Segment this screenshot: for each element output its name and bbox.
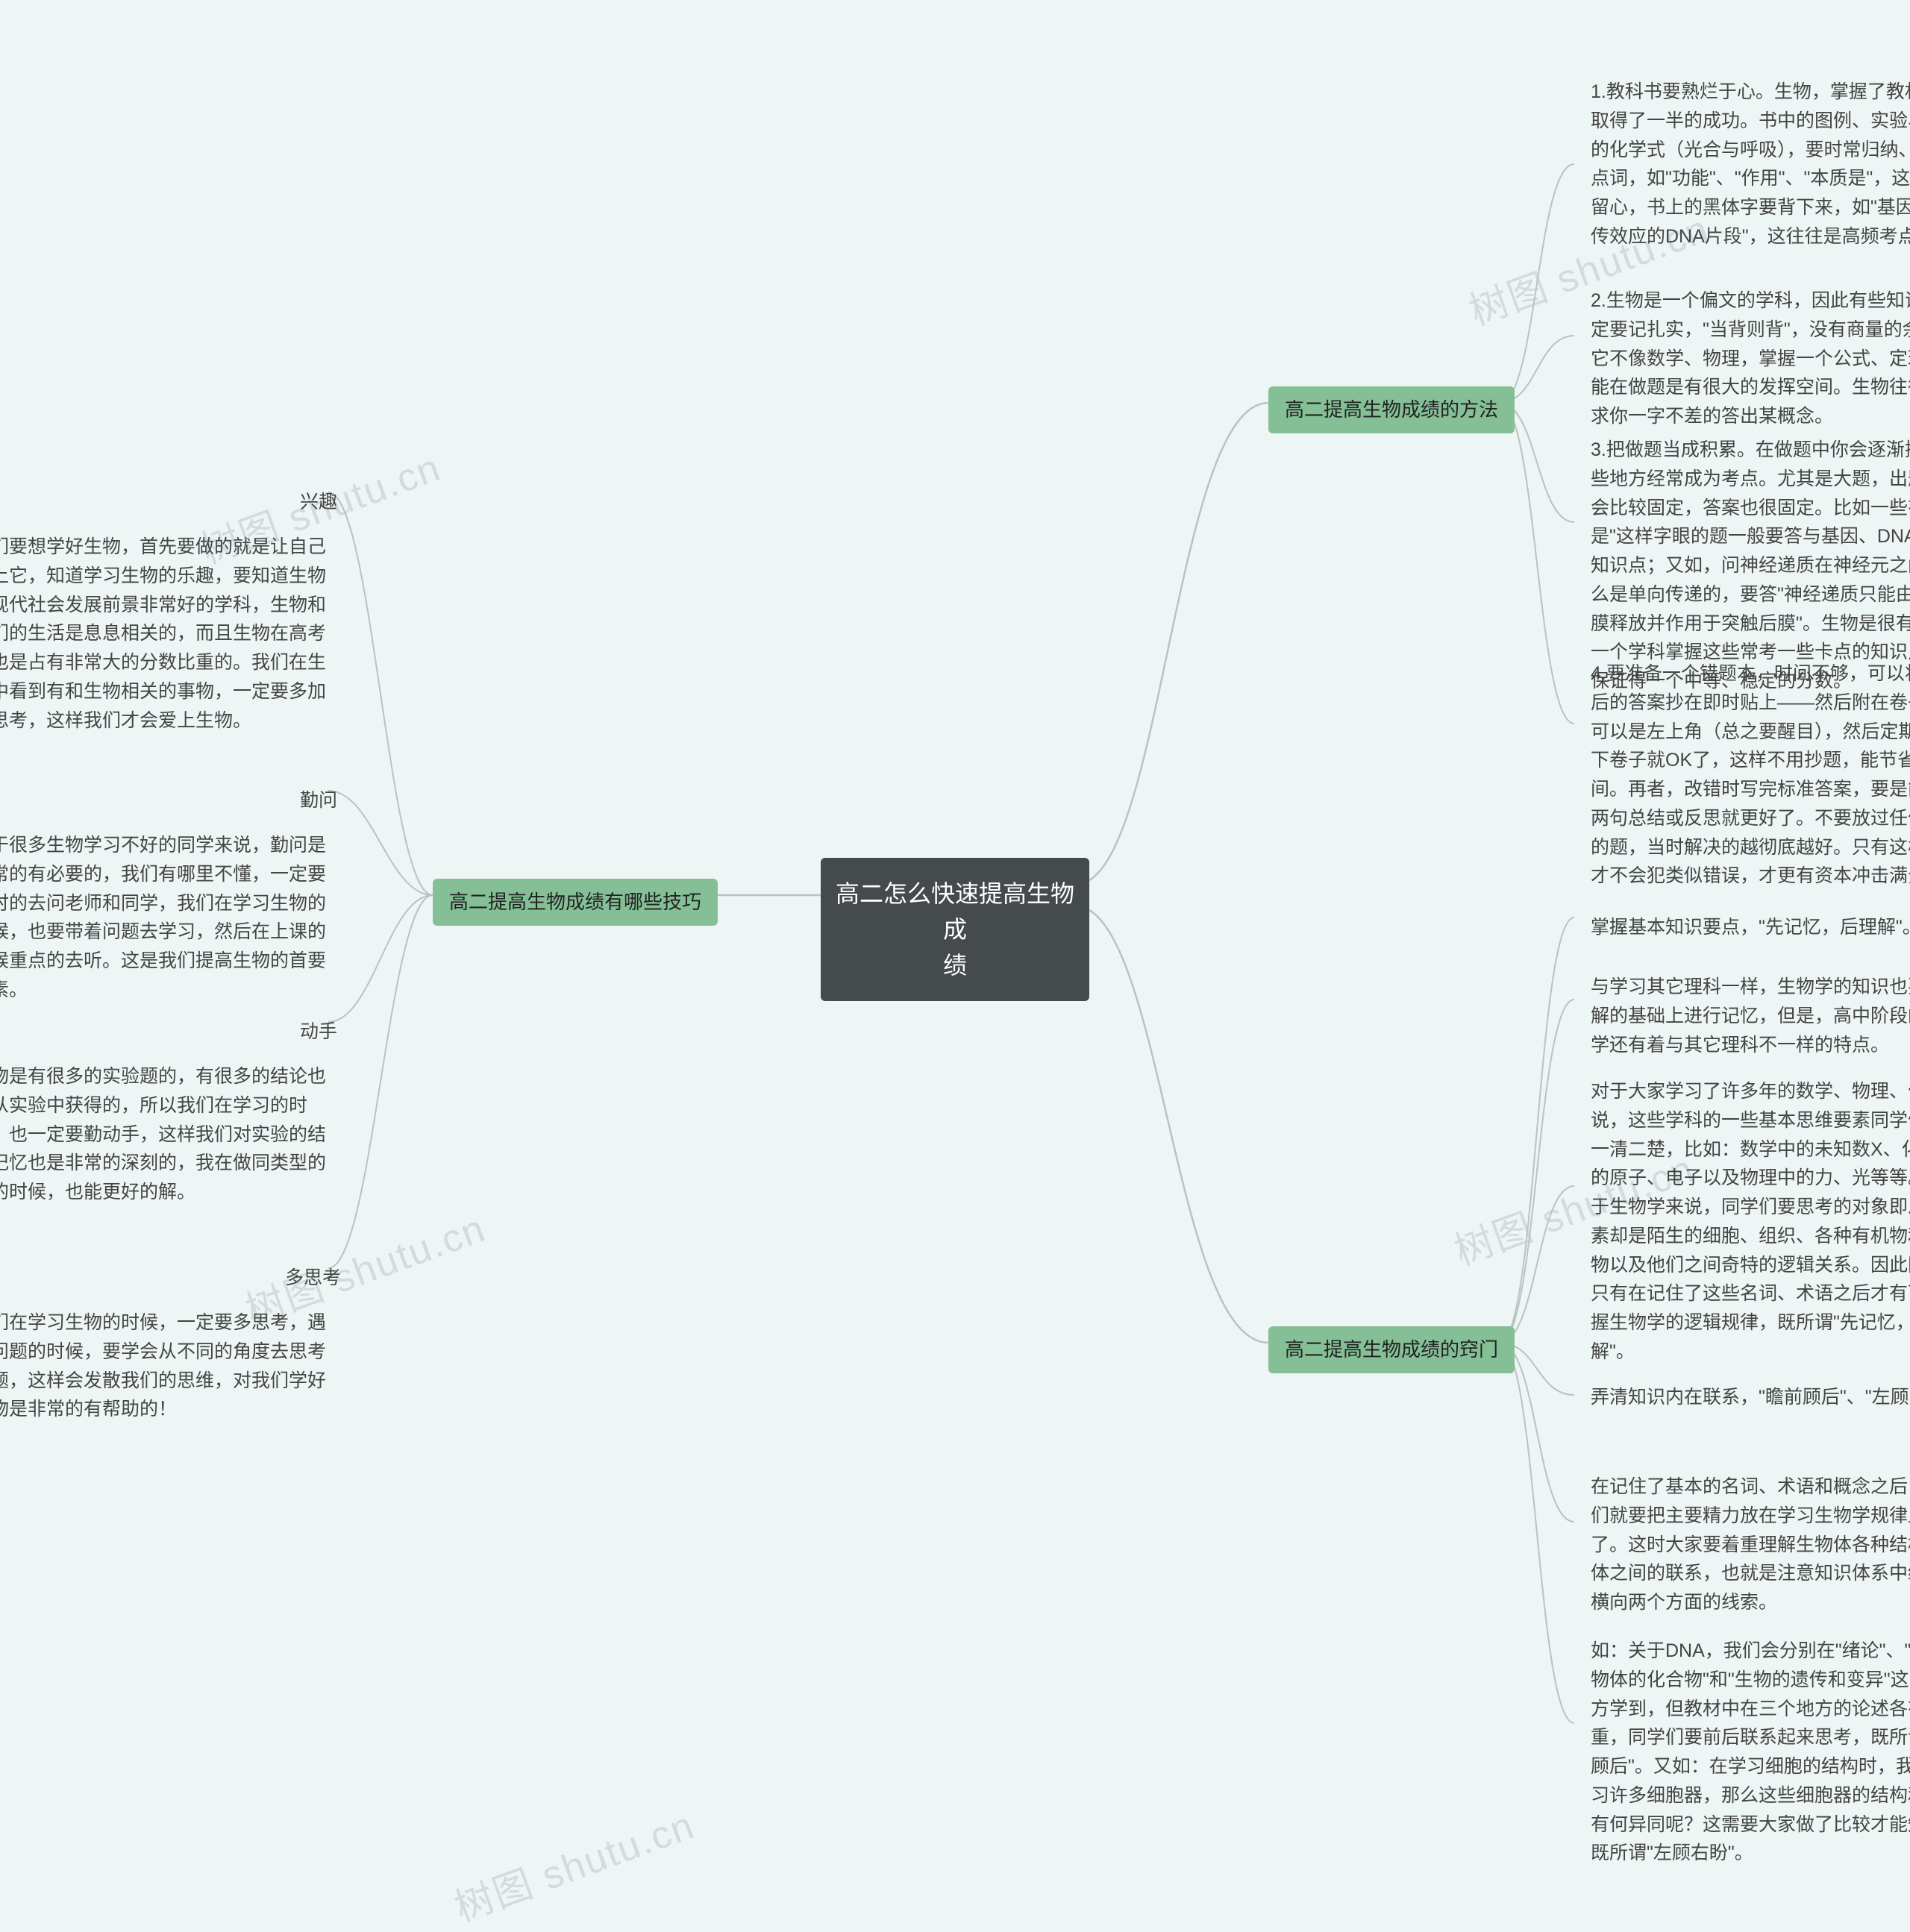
- right1-item-0: 掌握基本知识要点，"先记忆，后理解"。: [1574, 903, 1910, 953]
- left-heading-3: 多思考: [269, 1253, 357, 1303]
- right1-item-4: 在记住了基本的名词、术语和概念之后，同学们就要把主要精力放在学习生物学规律上来了…: [1574, 1462, 1910, 1628]
- left-body-1-text: 对于很多生物学习不好的同学来说，勤问是非常的有必要的，我们有哪里不懂，一定要及时…: [0, 835, 326, 1000]
- branch-right-0[interactable]: 高二提高生物成绩的方法: [1268, 386, 1515, 433]
- root-title: 高二怎么快速提高生物成 绩: [836, 880, 1074, 979]
- left-heading-1: 勤问: [284, 776, 354, 826]
- left-body-3: 我们在学习生物的时候，一定要多思考，遇到问题的时候，要学会从不同的角度去思考问题…: [0, 1298, 343, 1434]
- right1-item-3-text: 弄清知识内在联系，"瞻前顾后"、"左顾右盼"。: [1591, 1387, 1910, 1408]
- right0-item-3: 4.要准备一个错题本，时间不够，可以将改正后的答案抄在即时贴上——然后附在卷子上…: [1574, 649, 1910, 901]
- right0-item-0-text: 1.教科书要熟烂于心。生物，掌握了教材就是取得了一半的成功。书中的图例、实验、涉…: [1591, 81, 1910, 247]
- right1-item-0-text: 掌握基本知识要点，"先记忆，后理解"。: [1591, 917, 1910, 938]
- left-heading-2: 动手: [284, 1007, 354, 1057]
- left-body-0-text: 我们要想学好生物，首先要做的就是让自己爱上它，知道学习生物的乐趣，要知道生物是现…: [0, 536, 326, 731]
- left-body-2-text: 生物是有很多的实验题的，有很多的结论也是从实验中获得的，所以我们在学习的时候，也…: [0, 1066, 326, 1202]
- root-node[interactable]: 高二怎么快速提高生物成 绩: [821, 858, 1089, 1001]
- right1-item-4-text: 在记住了基本的名词、术语和概念之后，同学们就要把主要精力放在学习生物学规律上来了…: [1591, 1476, 1910, 1613]
- left-body-3-text: 我们在学习生物的时候，一定要多思考，遇到问题的时候，要学会从不同的角度去思考问题…: [0, 1312, 326, 1420]
- left-body-2: 生物是有很多的实验题的，有很多的结论也是从实验中获得的，所以我们在学习的时候，也…: [0, 1052, 343, 1217]
- right1-item-1-text: 与学习其它理科一样，生物学的知识也要在理解的基础上进行记忆，但是，高中阶段的生物…: [1591, 976, 1910, 1056]
- left-heading-1-text: 勤问: [300, 790, 337, 811]
- watermark: 树图 shutu.cn: [445, 1794, 701, 1932]
- right0-item-0: 1.教科书要熟烂于心。生物，掌握了教材就是取得了一半的成功。书中的图例、实验、涉…: [1574, 67, 1910, 262]
- left-heading-0: 兴趣: [284, 477, 354, 527]
- right1-item-1: 与学习其它理科一样，生物学的知识也要在理解的基础上进行记忆，但是，高中阶段的生物…: [1574, 962, 1910, 1070]
- right1-item-5-text: 如：关于DNA，我们会分别在"绪论"、"组成生物体的化合物"和"生物的遗传和变异…: [1591, 1640, 1910, 1863]
- right1-item-2-text: 对于大家学习了许多年的数学、物理、化学来说，这些学科的一些基本思维要素同学们已经…: [1591, 1081, 1910, 1362]
- branch-right-0-label: 高二提高生物成绩的方法: [1285, 398, 1498, 421]
- left-body-0: 我们要想学好生物，首先要做的就是让自己爱上它，知道学习生物的乐趣，要知道生物是现…: [0, 522, 343, 745]
- left-heading-2-text: 动手: [300, 1021, 337, 1042]
- right1-item-3: 弄清知识内在联系，"瞻前顾后"、"左顾右盼"。: [1574, 1373, 1910, 1423]
- right1-item-5: 如：关于DNA，我们会分别在"绪论"、"组成生物体的化合物"和"生物的遗传和变异…: [1574, 1626, 1910, 1878]
- branch-left[interactable]: 高二提高生物成绩有哪些技巧: [433, 879, 718, 926]
- branch-right-1[interactable]: 高二提高生物成绩的窍门: [1268, 1326, 1515, 1373]
- branch-left-label: 高二提高生物成绩有哪些技巧: [449, 891, 701, 913]
- right0-item-1-text: 2.生物是一个偏文的学科，因此有些知识点一定要记扎实，"当背则背"，没有商量的余…: [1591, 290, 1910, 427]
- branch-right-1-label: 高二提高生物成绩的窍门: [1285, 1338, 1498, 1361]
- left-heading-3-text: 多思考: [285, 1267, 341, 1288]
- right0-item-3-text: 4.要准备一个错题本，时间不够，可以将改正后的答案抄在即时贴上——然后附在卷子上…: [1591, 663, 1910, 886]
- left-body-1: 对于很多生物学习不好的同学来说，勤问是非常的有必要的，我们有哪里不懂，一定要及时…: [0, 821, 343, 1015]
- right0-item-1: 2.生物是一个偏文的学科，因此有些知识点一定要记扎实，"当背则背"，没有商量的余…: [1574, 276, 1910, 442]
- right1-item-2: 对于大家学习了许多年的数学、物理、化学来说，这些学科的一些基本思维要素同学们已经…: [1574, 1067, 1910, 1377]
- left-heading-0-text: 兴趣: [300, 492, 337, 512]
